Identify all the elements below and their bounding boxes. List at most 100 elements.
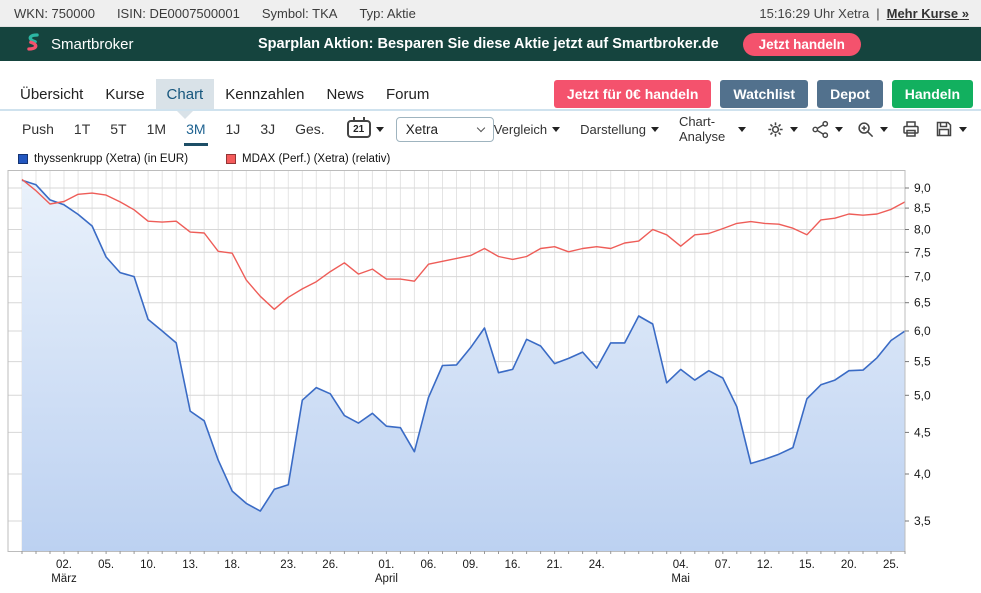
svg-text:7,0: 7,0 <box>914 270 931 284</box>
zoom-button[interactable] <box>856 120 888 139</box>
legend-label: thyssenkrupp (Xetra) (in EUR) <box>34 152 189 165</box>
svg-text:5,5: 5,5 <box>914 355 931 369</box>
chevron-down-icon <box>650 126 659 132</box>
svg-text:13.: 13. <box>182 559 198 571</box>
tab-label: News <box>326 85 364 103</box>
range-controls: Push 1T 5T 1M 3M 1J 3J Ges. 21 Xetra <box>20 116 494 146</box>
quote-time-area: 15:16:29 Uhr Xetra | Mehr Kurse » <box>759 6 969 21</box>
quote-timestamp: 15:16:29 Uhr Xetra <box>759 5 870 21</box>
svg-text:Mai: Mai <box>671 573 690 585</box>
darstellung-menu[interactable]: Darstellung <box>580 122 659 137</box>
chevron-down-icon <box>959 126 967 132</box>
range-1j[interactable]: 1J <box>225 121 241 137</box>
range-3j[interactable]: 3J <box>260 121 276 137</box>
svg-text:24.: 24. <box>589 559 605 571</box>
svg-text:15.: 15. <box>799 559 815 571</box>
legend-thyssenkrupp[interactable]: thyssenkrupp (Xetra) (in EUR) <box>18 153 188 165</box>
range-3m[interactable]: 3M <box>184 121 208 146</box>
banner-cta-button[interactable]: Jetzt handeln <box>742 32 861 56</box>
tab-uebersicht[interactable]: Übersicht <box>9 79 94 109</box>
exchange-select[interactable]: Xetra <box>395 116 494 142</box>
chart-tools: Vergleich Darstellung Chart-Analyse <box>494 114 971 144</box>
svg-text:6,5: 6,5 <box>914 296 931 310</box>
spacer <box>0 61 981 79</box>
tab-kennzahlen[interactable]: Kennzahlen <box>214 79 315 109</box>
legend-swatch-red <box>226 153 237 164</box>
settings-button[interactable] <box>766 120 798 139</box>
svg-text:25.: 25. <box>883 559 899 571</box>
smartbroker-brand-name: Smartbroker <box>51 35 134 53</box>
svg-text:05.: 05. <box>98 559 114 571</box>
save-button[interactable] <box>934 119 967 139</box>
section-tabs: Übersicht Kurse Chart Kennzahlen News Fo… <box>9 79 440 119</box>
legend-mdax[interactable]: MDAX (Perf.) (Xetra) (relativ) <box>226 153 390 165</box>
tab-label: Forum <box>385 85 430 103</box>
smartbroker-banner: Smartbroker Sparplan Aktion: Besparen Si… <box>0 27 981 61</box>
chart-toolbar: Push 1T 5T 1M 3M 1J 3J Ges. 21 Xetra Ver… <box>0 111 981 147</box>
type-value: Typ: Aktie <box>359 5 416 21</box>
range-5t[interactable]: 5T <box>110 121 127 137</box>
chart-legend: thyssenkrupp (Xetra) (in EUR) MDAX (Perf… <box>0 147 981 170</box>
tab-label: Übersicht <box>20 85 84 103</box>
chart-canvas[interactable]: 9,0 8,5 8,0 7,5 7,0 6,5 6,0 5,5 5,0 4,5 4,0 3,5 02. M… <box>0 170 981 588</box>
exchange-value: Xetra <box>405 121 438 137</box>
svg-text:21.: 21. <box>547 559 563 571</box>
legend-label: MDAX (Perf.) (Xetra) (relativ) <box>242 152 391 165</box>
chevron-down-icon <box>835 126 843 132</box>
tab-kurse[interactable]: Kurse <box>94 79 155 109</box>
isin-value: ISIN: DE0007500001 <box>116 5 240 21</box>
tab-news[interactable]: News <box>315 79 375 109</box>
svg-text:23.: 23. <box>280 559 296 571</box>
tab-chart[interactable]: Chart <box>155 79 215 119</box>
svg-text:3,5: 3,5 <box>914 514 931 528</box>
svg-text:09.: 09. <box>463 559 479 571</box>
tab-forum[interactable]: Forum <box>375 79 440 109</box>
handeln-button[interactable]: Handeln <box>891 80 973 108</box>
range-push[interactable]: Push <box>22 121 54 137</box>
tab-label: Kurse <box>105 85 145 103</box>
chevron-down-icon <box>790 126 798 132</box>
price-chart[interactable]: 9,0 8,5 8,0 7,5 7,0 6,5 6,0 5,5 5,0 4,5 4,0 3,5 02. M… <box>0 170 981 588</box>
instrument-identifiers: WKN: 750000 ISIN: DE0007500001 Symbol: T… <box>14 6 416 21</box>
watchlist-button[interactable]: Watchlist <box>720 80 809 108</box>
depot-button[interactable]: Depot <box>817 80 883 108</box>
svg-text:8,0: 8,0 <box>914 223 931 237</box>
trade-actions: Jetzt für 0€ handeln Watchlist Depot Han… <box>553 80 973 108</box>
svg-text:20.: 20. <box>841 559 857 571</box>
symbol-value: Symbol: TKA <box>261 5 338 21</box>
svg-text:8,5: 8,5 <box>914 201 931 215</box>
svg-text:4,0: 4,0 <box>914 467 931 481</box>
chart-analyse-menu[interactable]: Chart-Analyse <box>679 114 746 144</box>
range-ges[interactable]: Ges. <box>295 121 325 137</box>
print-button[interactable] <box>901 119 921 139</box>
range-1m[interactable]: 1M <box>146 121 167 137</box>
svg-text:07.: 07. <box>715 559 731 571</box>
svg-text:6,0: 6,0 <box>914 324 931 338</box>
smartbroker-logo[interactable]: Smartbroker <box>24 31 242 57</box>
svg-text:9,0: 9,0 <box>914 181 931 195</box>
wkn-value: WKN: 750000 <box>14 5 95 21</box>
date-picker-button[interactable]: 21 <box>346 117 384 138</box>
tab-label: Chart <box>166 85 204 103</box>
trade-free-button[interactable]: Jetzt für 0€ handeln <box>553 80 712 108</box>
svg-text:26.: 26. <box>322 559 338 571</box>
legend-swatch-blue <box>18 153 28 164</box>
svg-text:4,5: 4,5 <box>914 425 931 439</box>
vergleich-menu[interactable]: Vergleich <box>493 121 561 137</box>
share-icon <box>811 120 830 139</box>
svg-text:12.: 12. <box>757 559 773 571</box>
chevron-down-icon <box>476 123 485 132</box>
separator: | <box>876 5 880 21</box>
menu-label: Vergleich <box>493 121 548 137</box>
gear-icon <box>766 120 785 139</box>
range-1t[interactable]: 1T <box>73 121 91 137</box>
zoom-in-icon <box>856 120 875 139</box>
chevron-down-icon <box>738 126 746 132</box>
more-quotes-link[interactable]: Mehr Kurse » <box>886 5 969 21</box>
svg-text:März: März <box>51 573 77 585</box>
svg-text:10.: 10. <box>140 559 156 571</box>
calendar-day: 21 <box>353 123 365 135</box>
save-icon <box>934 119 954 139</box>
chevron-down-icon <box>880 126 888 132</box>
share-button[interactable] <box>811 120 843 139</box>
